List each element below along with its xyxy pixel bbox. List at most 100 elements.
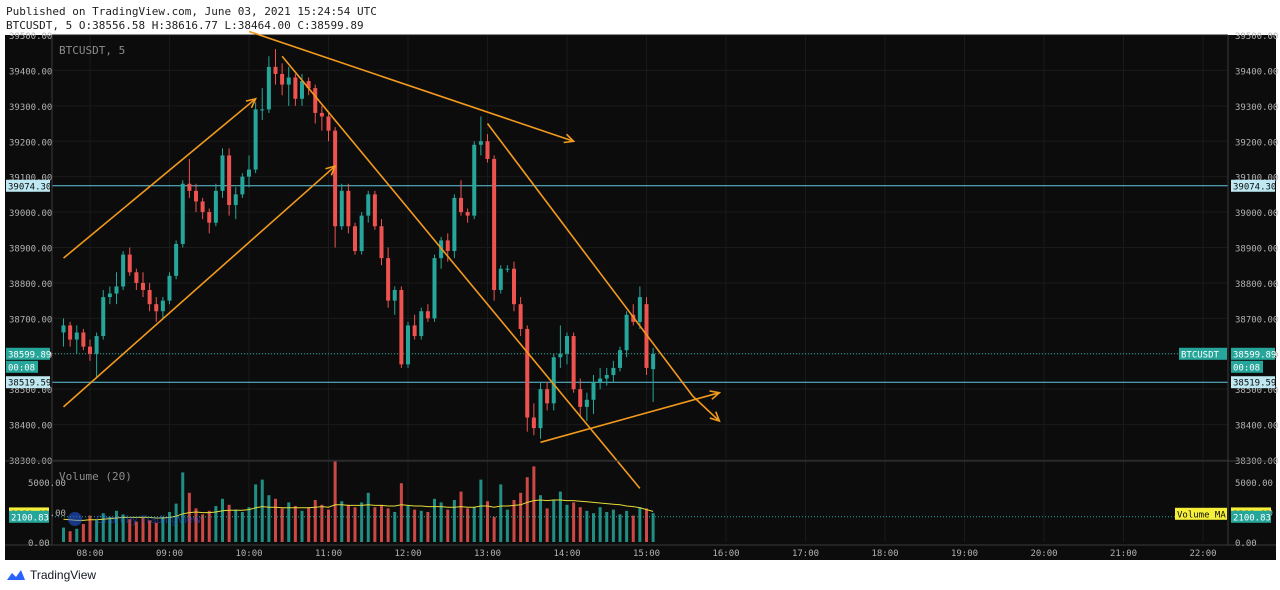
candles — [61, 49, 656, 439]
candle — [286, 66, 291, 106]
candle-body — [339, 190, 344, 227]
volume-bar — [625, 510, 629, 542]
price-tick-label-left: 38700.00 — [9, 315, 52, 325]
candle-body — [306, 81, 311, 89]
time-tick-label: 13:00 — [474, 549, 501, 559]
volume-bar — [207, 510, 211, 542]
candle-body — [313, 88, 318, 113]
volume-tick-label-left: 5000.00 — [28, 479, 66, 489]
grid-lines — [52, 34, 1228, 542]
candle-body — [194, 190, 198, 202]
candle-body — [399, 290, 404, 365]
candle-body — [379, 226, 384, 259]
volume-bar — [386, 508, 390, 542]
price-tick-label-right: 39000.00 — [1235, 209, 1278, 219]
price-tick-label-right: 38900.00 — [1235, 245, 1278, 255]
candle — [227, 148, 232, 216]
volume-current-badge-right: 2100.83 — [1233, 513, 1271, 523]
trend-line — [62, 165, 336, 408]
volume-bar — [406, 506, 410, 542]
arrow-head — [709, 411, 721, 423]
volume-bar — [539, 495, 542, 542]
volume-bar — [340, 501, 344, 542]
candle — [200, 197, 205, 220]
candle — [565, 332, 569, 365]
candle-body — [604, 375, 609, 379]
volume-bar — [446, 509, 450, 542]
time-tick-label: 21:00 — [1110, 549, 1137, 559]
volume-bar — [194, 508, 198, 542]
time-tick-label: 16:00 — [712, 549, 739, 559]
candle — [465, 208, 470, 223]
footer-brand[interactable]: TradingView — [30, 568, 97, 582]
price-tick-label-right: 38400.00 — [1235, 422, 1278, 432]
volume-bar — [439, 502, 443, 542]
volume-bar — [333, 461, 337, 542]
candle — [260, 88, 265, 120]
volume-bar — [121, 514, 125, 542]
candle — [333, 127, 338, 248]
candle — [611, 360, 616, 383]
candle-body — [445, 240, 450, 252]
candle-body — [61, 325, 66, 333]
candle — [518, 297, 523, 337]
candle-body — [644, 304, 649, 368]
hline-label-left-bg — [6, 179, 50, 192]
ohlc-header: BTCUSDT, 5 O:38556.58 H:38616.77 L:38464… — [6, 19, 364, 32]
candle-body — [459, 197, 463, 213]
symbol-label: BTCUSDT, 5 — [59, 44, 125, 57]
symbol-badge-bg — [1179, 347, 1227, 360]
candle-body — [101, 297, 106, 337]
candle-body — [545, 389, 550, 404]
candle — [419, 307, 424, 340]
price-tick-label-left: 38900.00 — [9, 245, 52, 255]
volume-bar — [267, 495, 271, 542]
price-tick-label-left: 38400.00 — [9, 422, 52, 432]
candle — [478, 116, 483, 156]
price-tick-label-right: 38500.00 — [1235, 386, 1278, 396]
candle — [485, 134, 490, 163]
candle-body — [353, 226, 357, 252]
volume-current-badge-left: 2100.83 — [11, 513, 49, 523]
volume-bar — [486, 501, 489, 542]
volume-bar — [592, 513, 595, 542]
candle — [240, 173, 245, 198]
volume-bar — [413, 509, 417, 542]
candle-body — [591, 382, 596, 400]
volume-bar — [419, 510, 423, 542]
candle-body — [392, 290, 397, 301]
hline-label-right-bg — [1231, 179, 1275, 192]
candle-body — [359, 215, 364, 252]
volume-bar — [565, 504, 569, 542]
candle — [591, 375, 596, 414]
candle-body — [154, 304, 159, 312]
countdown-label-right: 00:08 — [1233, 363, 1260, 373]
candle-body — [167, 275, 172, 301]
candle — [280, 63, 285, 96]
arrow-head — [245, 97, 258, 109]
candle-body — [200, 201, 205, 213]
candle-body — [505, 268, 510, 270]
volume-bar — [161, 516, 165, 542]
candle-body — [584, 399, 589, 407]
candle-body — [333, 130, 338, 227]
candle — [154, 297, 159, 322]
price-tick-label-right: 38700.00 — [1235, 315, 1278, 325]
candle-body — [472, 144, 477, 216]
horizontal-lines — [52, 185, 1228, 383]
price-tick-label-right: 39400.00 — [1235, 67, 1278, 77]
trend-line — [248, 30, 574, 143]
volume-bar — [499, 484, 503, 542]
volume-bar — [532, 466, 536, 542]
volume-bar — [75, 528, 79, 542]
time-tick-label: 15:00 — [633, 549, 660, 559]
price-tick-label-right: 39200.00 — [1235, 138, 1278, 148]
candle-body — [571, 336, 576, 390]
volume-bar — [313, 500, 317, 542]
volume-bar — [81, 524, 85, 542]
candle — [386, 247, 391, 308]
volume-bar — [479, 479, 483, 542]
candle-body — [498, 268, 503, 290]
volume-bar — [254, 484, 258, 542]
